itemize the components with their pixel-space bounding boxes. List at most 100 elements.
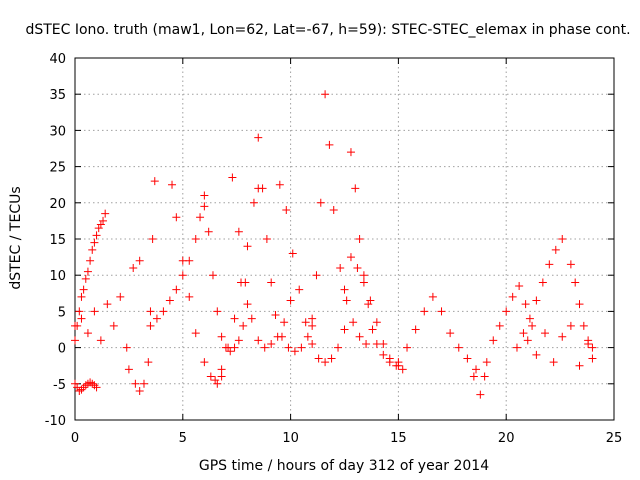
data-point bbox=[206, 372, 215, 381]
data-point bbox=[200, 358, 209, 367]
data-point bbox=[308, 321, 317, 330]
data-point bbox=[249, 198, 258, 207]
y-tick-label: 25 bbox=[49, 161, 66, 176]
data-point bbox=[340, 285, 349, 294]
data-point bbox=[224, 343, 233, 352]
data-point bbox=[566, 321, 575, 330]
data-point bbox=[92, 231, 101, 240]
data-point bbox=[228, 173, 237, 182]
data-point bbox=[71, 321, 79, 330]
data-point bbox=[86, 256, 95, 265]
data-point bbox=[243, 242, 252, 251]
data-point bbox=[135, 387, 144, 396]
data-point bbox=[200, 202, 209, 211]
data-point bbox=[463, 354, 472, 363]
data-point bbox=[551, 245, 560, 254]
data-point bbox=[372, 318, 381, 327]
data-point bbox=[549, 358, 558, 367]
data-point bbox=[508, 292, 517, 301]
data-point bbox=[226, 347, 235, 356]
data-point bbox=[538, 278, 547, 287]
data-point bbox=[346, 148, 355, 157]
data-point bbox=[297, 343, 306, 352]
data-series bbox=[168, 180, 226, 388]
data-point bbox=[185, 292, 194, 301]
y-tick-label: 30 bbox=[49, 124, 66, 139]
data-point bbox=[308, 314, 317, 323]
data-point bbox=[558, 235, 567, 243]
data-point bbox=[208, 271, 217, 280]
data-point bbox=[329, 206, 338, 215]
data-point bbox=[515, 282, 524, 291]
y-tick-label: 10 bbox=[49, 269, 66, 284]
data-point bbox=[355, 235, 364, 243]
data-point bbox=[81, 274, 90, 283]
data-point bbox=[314, 354, 323, 363]
data-point bbox=[411, 325, 420, 334]
data-point bbox=[109, 321, 118, 330]
data-point bbox=[77, 292, 86, 301]
data-point bbox=[290, 347, 299, 356]
data-series bbox=[124, 177, 159, 396]
data-point bbox=[124, 365, 133, 374]
data-point bbox=[116, 292, 125, 301]
x-tick-label: 10 bbox=[282, 431, 299, 446]
data-point bbox=[379, 339, 388, 348]
data-point bbox=[267, 278, 276, 287]
data-point bbox=[239, 321, 248, 330]
data-point bbox=[135, 256, 144, 265]
data-point bbox=[558, 332, 567, 341]
data-series bbox=[146, 202, 209, 330]
data-series bbox=[254, 133, 317, 356]
data-series bbox=[71, 378, 101, 396]
data-point bbox=[321, 90, 330, 99]
data-point bbox=[288, 249, 297, 258]
data-point bbox=[77, 385, 86, 394]
data-point bbox=[217, 332, 226, 341]
data-series bbox=[211, 184, 263, 385]
data-point bbox=[316, 198, 325, 207]
data-point bbox=[355, 332, 364, 341]
data-point bbox=[165, 296, 174, 305]
data-point bbox=[146, 307, 155, 316]
data-point bbox=[254, 133, 263, 142]
data-point bbox=[148, 235, 157, 243]
data-point bbox=[340, 325, 349, 334]
data-point bbox=[528, 321, 537, 330]
data-point bbox=[81, 381, 90, 390]
data-point bbox=[241, 278, 250, 287]
data-point bbox=[213, 379, 222, 388]
data-point bbox=[532, 350, 541, 359]
data-point bbox=[545, 260, 554, 269]
data-point bbox=[211, 376, 220, 385]
data-series bbox=[71, 209, 110, 345]
y-axis-label: dSTEC / TECUs bbox=[8, 186, 24, 289]
data-point bbox=[359, 271, 368, 280]
data-point bbox=[366, 296, 375, 305]
data-point bbox=[168, 180, 177, 189]
data-point bbox=[495, 321, 504, 330]
data-point bbox=[152, 314, 161, 323]
data-point bbox=[172, 213, 181, 222]
data-point bbox=[258, 184, 267, 193]
data-point bbox=[122, 343, 131, 352]
data-point bbox=[77, 314, 86, 323]
data-point bbox=[575, 361, 584, 370]
data-point bbox=[579, 321, 588, 330]
y-tick-label: 20 bbox=[49, 197, 66, 212]
data-point bbox=[469, 372, 478, 381]
data-series bbox=[200, 191, 252, 356]
data-series bbox=[346, 148, 403, 370]
data-point bbox=[90, 307, 99, 316]
data-series bbox=[308, 90, 371, 348]
y-tick-label: -5 bbox=[53, 378, 66, 393]
data-point bbox=[446, 329, 455, 338]
y-tick-label: -10 bbox=[45, 414, 66, 429]
data-point bbox=[327, 354, 336, 363]
data-series bbox=[228, 173, 295, 352]
data-points bbox=[71, 90, 597, 399]
data-point bbox=[472, 365, 481, 374]
data-point bbox=[325, 140, 334, 149]
y-tick-label: 35 bbox=[49, 88, 66, 103]
data-point bbox=[566, 260, 575, 269]
